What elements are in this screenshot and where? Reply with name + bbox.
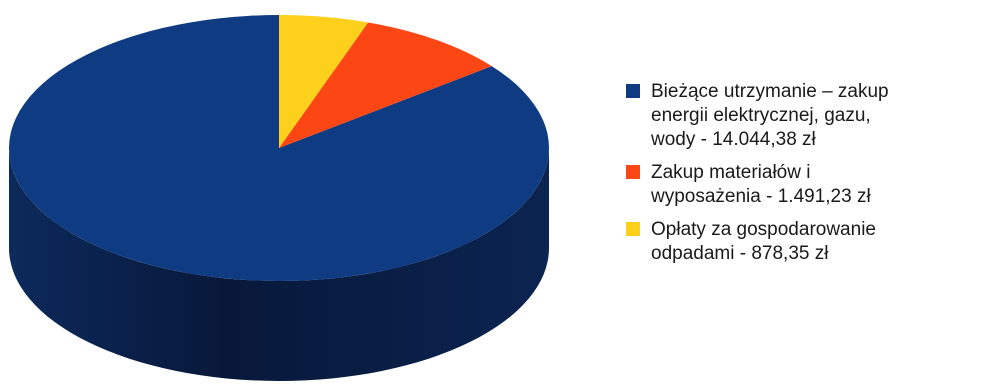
legend-swatch [626,165,640,179]
legend-label: Opłaty za gospodarowanie odpadami - 878,… [651,219,876,264]
legend-swatch [626,222,640,236]
legend-label: Zakup materiałów i wyposażenia - 1.491,2… [651,162,871,207]
legend-item: Zakup materiałów i wyposażenia - 1.491,2… [626,161,1008,209]
legend-swatch [626,84,640,98]
pie-side-group [9,148,549,381]
pie-side-utilities [9,148,549,381]
legend-item: Bieżące utrzymanie – zakup energii elekt… [626,80,1008,152]
pie-top-group [8,15,549,281]
pie-slice-waste [279,15,369,148]
pie-slice-materials [279,22,492,148]
legend-label: Bieżące utrzymanie – zakup energii elekt… [651,81,889,150]
legend: Bieżące utrzymanie – zakup energii elekt… [626,80,1008,275]
pie-slice-utilities [8,15,549,281]
legend-item: Opłaty za gospodarowanie odpadami - 878,… [626,218,1008,266]
